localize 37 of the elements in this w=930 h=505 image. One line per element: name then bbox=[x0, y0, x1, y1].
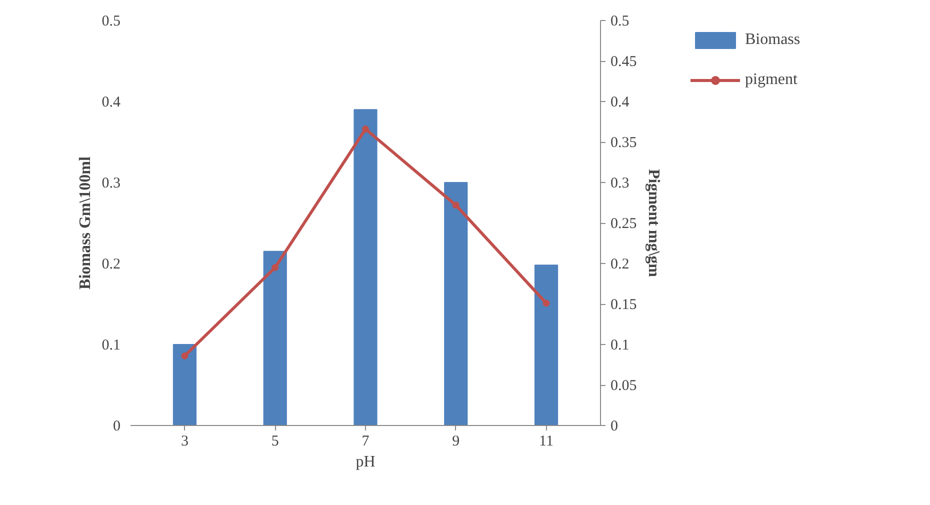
y2-tick-label: 0.2 bbox=[610, 256, 630, 272]
legend-label: pigment bbox=[745, 71, 798, 89]
point bbox=[542, 300, 550, 307]
y2-tick-label: 0.1 bbox=[610, 338, 630, 354]
point bbox=[181, 352, 188, 360]
x-axis-title: pH bbox=[356, 454, 376, 470]
bar bbox=[172, 344, 197, 426]
y2-tick-label: 0.35 bbox=[610, 135, 637, 151]
y2-tick-label: 0.05 bbox=[610, 378, 637, 394]
bar bbox=[263, 250, 287, 426]
point bbox=[452, 202, 460, 209]
y2-tick-label: 0.5 bbox=[610, 14, 630, 30]
y2-tick-label: 0.25 bbox=[610, 216, 637, 232]
y2-tick-label: 0.15 bbox=[610, 297, 637, 313]
y2-tick-label: 0 bbox=[610, 418, 618, 434]
bar bbox=[354, 109, 378, 426]
y-tick-label: 0 bbox=[113, 418, 120, 434]
y-tick-label: 0.5 bbox=[102, 14, 120, 30]
y-tick-label: 0.3 bbox=[102, 176, 120, 192]
x-tick-label: 7 bbox=[362, 434, 370, 450]
y-tick-label: 0.4 bbox=[102, 94, 121, 110]
y2-tick-label: 0.4 bbox=[610, 94, 630, 110]
y2-tick-label: 0.45 bbox=[610, 54, 637, 70]
bar bbox=[534, 264, 558, 426]
x-tick-label: 9 bbox=[452, 434, 460, 450]
x-tick-label: 3 bbox=[180, 434, 188, 450]
point bbox=[272, 264, 279, 272]
x-tick-label: 5 bbox=[271, 434, 279, 450]
y-tick-label: 0.1 bbox=[102, 338, 120, 354]
legend-label: Biomass bbox=[745, 31, 800, 49]
y-axis-title: Biomass Gm\100ml bbox=[76, 156, 94, 290]
y2-tick-label: 0.3 bbox=[610, 176, 630, 192]
y2-axis-title: Pigment mg\gm bbox=[644, 169, 662, 278]
point bbox=[362, 126, 369, 133]
x-tick-label: 11 bbox=[539, 434, 554, 450]
y-tick-label: 0.2 bbox=[102, 256, 120, 272]
bar bbox=[444, 182, 468, 426]
